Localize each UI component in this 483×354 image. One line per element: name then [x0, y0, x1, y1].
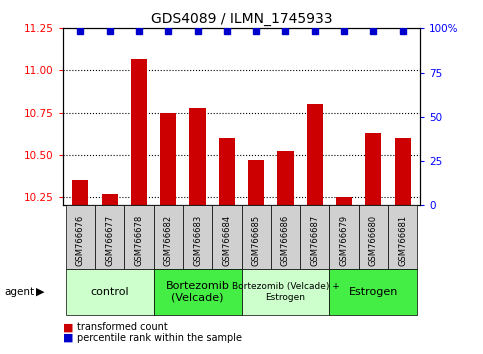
Text: ■: ■: [63, 333, 73, 343]
Bar: [395, 138, 411, 205]
Text: GSM766677: GSM766677: [105, 214, 114, 266]
Bar: [277, 152, 294, 205]
Text: percentile rank within the sample: percentile rank within the sample: [77, 333, 242, 343]
Text: control: control: [90, 287, 129, 297]
Bar: [365, 133, 382, 205]
Text: Bortezomib (Velcade) +
Estrogen: Bortezomib (Velcade) + Estrogen: [231, 282, 340, 302]
Text: GSM766680: GSM766680: [369, 215, 378, 266]
Text: Bortezomib
(Velcade): Bortezomib (Velcade): [166, 281, 229, 303]
Bar: [219, 138, 235, 205]
Bar: [336, 197, 352, 205]
Bar: [72, 180, 88, 205]
Bar: [189, 108, 206, 205]
Bar: [101, 194, 118, 205]
Text: GSM766683: GSM766683: [193, 214, 202, 266]
Text: ■: ■: [63, 322, 73, 332]
Text: agent: agent: [5, 287, 35, 297]
Text: GSM766679: GSM766679: [340, 215, 349, 266]
Bar: [160, 113, 176, 205]
Text: GSM766682: GSM766682: [164, 215, 173, 266]
Text: GSM766685: GSM766685: [252, 215, 261, 266]
Bar: [307, 104, 323, 205]
Text: GSM766684: GSM766684: [222, 215, 231, 266]
Title: GDS4089 / ILMN_1745933: GDS4089 / ILMN_1745933: [151, 12, 332, 26]
Bar: [131, 59, 147, 205]
Text: Estrogen: Estrogen: [349, 287, 398, 297]
Text: GSM766686: GSM766686: [281, 214, 290, 266]
Bar: [248, 160, 264, 205]
Text: GSM766681: GSM766681: [398, 215, 407, 266]
Text: ▶: ▶: [36, 287, 45, 297]
Text: GSM766678: GSM766678: [134, 214, 143, 266]
Text: transformed count: transformed count: [77, 322, 168, 332]
Text: GSM766676: GSM766676: [76, 214, 85, 266]
Text: GSM766687: GSM766687: [310, 214, 319, 266]
